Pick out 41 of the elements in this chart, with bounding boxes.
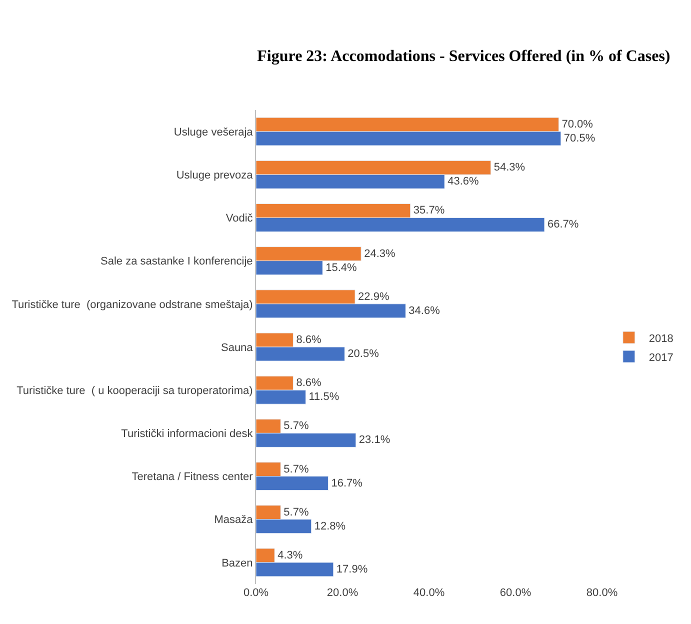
data-label: 8.6% — [296, 377, 322, 390]
data-label: 54.3% — [494, 162, 526, 174]
x-tick-label: 40.0% — [413, 587, 445, 599]
data-label: 35.7% — [413, 204, 445, 217]
data-label: 70.0% — [562, 118, 594, 131]
y-tick-label: Turistički informacioni desk — [121, 428, 254, 440]
data-label: 22.9% — [358, 290, 390, 303]
y-tick-label: Masaža — [214, 514, 254, 526]
data-label: 16.7% — [331, 477, 363, 490]
y-tick-label: Teretana / Fitness center — [132, 471, 254, 484]
y-tick-label: Sauna — [220, 342, 254, 354]
data-label: 43.6% — [448, 176, 479, 188]
y-tick-label: Turističke ture (organizovane odstrane smeštaja) — [12, 298, 253, 311]
legend-label: 2017 — [648, 352, 674, 364]
x-tick-label: 20.0% — [326, 587, 358, 599]
data-label: 20.5% — [348, 348, 380, 360]
data-label: 24.3% — [364, 248, 396, 260]
data-label: 66.7% — [547, 218, 579, 231]
x-tick-label: 60.0% — [500, 587, 532, 599]
chart-title: Figure 23: Accomodations - Services Offered (in % of Cases) — [257, 48, 670, 66]
data-label: 23.1% — [358, 434, 390, 446]
y-tick-label: Vodič — [226, 212, 254, 225]
x-tick-label: 80.0% — [586, 587, 618, 599]
y-tick-label: Usluge prevoza — [176, 169, 254, 182]
x-tick-label: 0.0% — [243, 587, 269, 599]
data-label: 8.6% — [296, 334, 322, 346]
data-label: 5.7% — [284, 420, 309, 432]
data-label: 5.7% — [284, 506, 309, 518]
y-tick-label: Bazen — [222, 557, 253, 570]
data-label: 17.9% — [336, 563, 368, 576]
data-label: 11.5% — [308, 391, 340, 404]
y-tick-label: Turističke ture ( u kooperaciji sa turoperatorima) — [16, 384, 253, 397]
data-label: 12.8% — [314, 520, 346, 532]
legend-label: 2018 — [648, 332, 674, 345]
data-label: 70.5% — [564, 132, 596, 145]
y-tick-label: Sale za sastanke I konferencije — [100, 256, 253, 268]
y-tick-label: Usluge vešeraja — [174, 126, 254, 138]
data-label: 34.6% — [408, 304, 440, 317]
data-label: 15.4% — [326, 262, 358, 274]
data-label: 5.7% — [284, 463, 309, 476]
data-label: 4.3% — [278, 549, 303, 562]
